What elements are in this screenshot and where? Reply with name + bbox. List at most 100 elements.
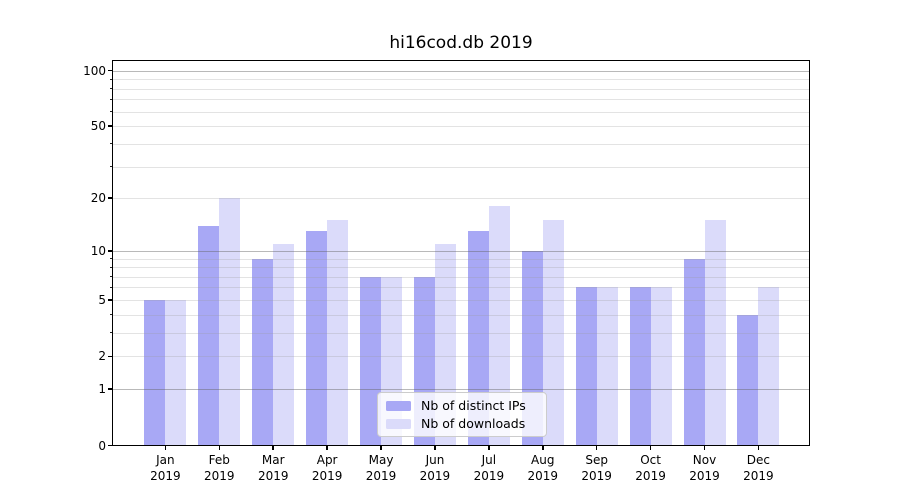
bar-distinct-ips-feb	[198, 225, 220, 446]
y-axis-tick-1	[108, 388, 112, 390]
bar-distinct-ips-jan	[144, 299, 166, 446]
gridline-minor-30	[112, 166, 810, 168]
year-label: 2019	[743, 468, 774, 483]
gridline-minor-50	[112, 126, 810, 128]
gridline-minor-5	[112, 299, 810, 301]
x-axis-tick-label-feb: Feb 2019	[187, 453, 251, 484]
month-label: Feb	[208, 453, 230, 467]
legend: Nb of distinct IPs Nb of downloads	[377, 392, 547, 437]
y-axis-minor-tick-90	[109, 78, 112, 80]
year-label: 2019	[311, 468, 343, 483]
month-label: Nov	[692, 453, 717, 467]
gridline-major-100	[112, 70, 810, 72]
month-label: Jan	[156, 453, 175, 467]
month-label: Dec	[746, 453, 771, 467]
year-label: 2019	[365, 468, 397, 483]
bar-downloads-aug	[542, 220, 564, 446]
legend-label-distinct-ips: Nb of distinct IPs	[421, 398, 526, 413]
y-axis-tick-10	[108, 250, 112, 252]
gridline-major-10	[112, 250, 810, 252]
y-axis-minor-tick-60	[109, 111, 112, 113]
chart-title: hi16cod.db 2019	[389, 33, 533, 53]
bar-downloads-mar	[273, 243, 295, 446]
x-axis-tick-jun	[434, 445, 436, 450]
bar-distinct-ips-mar	[252, 258, 274, 446]
x-axis-tick-label-jun: Jun 2019	[403, 453, 467, 484]
bar-distinct-ips-jul	[467, 231, 489, 446]
x-axis-tick-label-may: May 2019	[349, 453, 413, 484]
y-axis-tick-label-2: 2	[98, 349, 106, 364]
gridline-minor-80	[112, 88, 810, 90]
gridline-minor-20	[112, 198, 810, 200]
bar-downloads-oct	[650, 287, 672, 446]
x-axis-tick-mar	[272, 445, 274, 450]
x-axis-tick-oct	[649, 445, 652, 450]
x-axis-tick-label-aug: Aug 2019	[511, 453, 575, 484]
y-axis-tick-100	[108, 69, 112, 72]
x-axis-tick-sep	[595, 445, 598, 450]
year-label: 2019	[473, 468, 505, 483]
y-axis-tick-label-20: 20	[90, 191, 106, 206]
y-axis-tick-label-50: 50	[90, 119, 106, 134]
month-label: Apr	[316, 453, 338, 467]
gridline-minor-3	[112, 332, 810, 334]
x-axis-tick-apr	[326, 445, 328, 450]
legend-swatch-downloads	[386, 418, 411, 429]
gridline-minor-60	[112, 111, 810, 113]
x-axis-tick-label-oct: Oct 2019	[619, 453, 683, 484]
x-axis-tick-nov	[703, 445, 706, 450]
month-label: Mar	[261, 453, 285, 467]
y-axis-minor-tick-80	[109, 88, 112, 90]
x-axis-tick-jan	[164, 445, 167, 450]
gridline-minor-8	[112, 267, 810, 269]
x-axis-tick-may	[380, 445, 382, 450]
x-axis-tick-label-dec: Dec 2019	[726, 453, 790, 484]
legend-label-downloads: Nb of downloads	[421, 416, 526, 431]
y-axis-minor-tick-3	[109, 332, 112, 334]
bar-downloads-sep	[596, 287, 618, 446]
year-label: 2019	[581, 468, 612, 483]
x-axis-tick-label-jan: Jan 2019	[133, 453, 197, 484]
year-label: 2019	[635, 468, 666, 483]
x-axis-tick-label-apr: Apr 2019	[295, 453, 359, 484]
x-axis-tick-feb	[218, 445, 221, 450]
gridline-minor-40	[112, 143, 810, 145]
x-axis-tick-aug	[542, 445, 544, 450]
bar-distinct-ips-nov	[683, 258, 705, 446]
x-axis-tick-label-mar: Mar 2019	[241, 453, 305, 484]
month-label: Sep	[585, 453, 608, 467]
y-axis-tick-2	[108, 355, 112, 358]
y-axis-minor-tick-40	[109, 143, 112, 145]
bar-distinct-ips-dec	[737, 314, 759, 446]
x-axis-tick-jul	[488, 445, 490, 450]
y-axis-minor-tick-8	[109, 266, 112, 268]
y-axis-tick-0	[108, 444, 112, 447]
y-axis-minor-tick-4	[109, 314, 112, 316]
month-label: Aug	[531, 453, 555, 467]
gridline-minor-9	[112, 258, 810, 260]
year-label: 2019	[257, 468, 289, 483]
year-label: 2019	[150, 468, 181, 483]
gridline-minor-70	[112, 99, 810, 101]
gridline-minor-7	[112, 276, 810, 278]
y-axis-tick-label-100: 100	[83, 63, 106, 78]
bar-downloads-dec	[758, 287, 780, 446]
y-axis-tick-label-10: 10	[90, 243, 106, 258]
month-label: Oct	[640, 453, 661, 467]
y-axis-minor-tick-30	[109, 166, 112, 168]
gridline-minor-4	[112, 314, 810, 316]
y-axis-tick-20	[108, 197, 112, 199]
x-axis-tick-label-nov: Nov 2019	[673, 453, 737, 484]
year-label: 2019	[689, 468, 720, 483]
x-axis-tick-label-sep: Sep 2019	[565, 453, 629, 484]
bar-distinct-ips-oct	[629, 287, 651, 446]
year-label: 2019	[527, 468, 559, 483]
y-axis-minor-tick-9	[109, 258, 112, 259]
month-label: May	[368, 453, 394, 467]
bar-distinct-ips-sep	[575, 287, 597, 446]
bar-downloads-jan	[165, 299, 187, 446]
gridline-minor-6	[112, 287, 810, 289]
legend-item-downloads: Nb of downloads	[386, 416, 538, 431]
bar-downloads-nov	[704, 220, 726, 446]
